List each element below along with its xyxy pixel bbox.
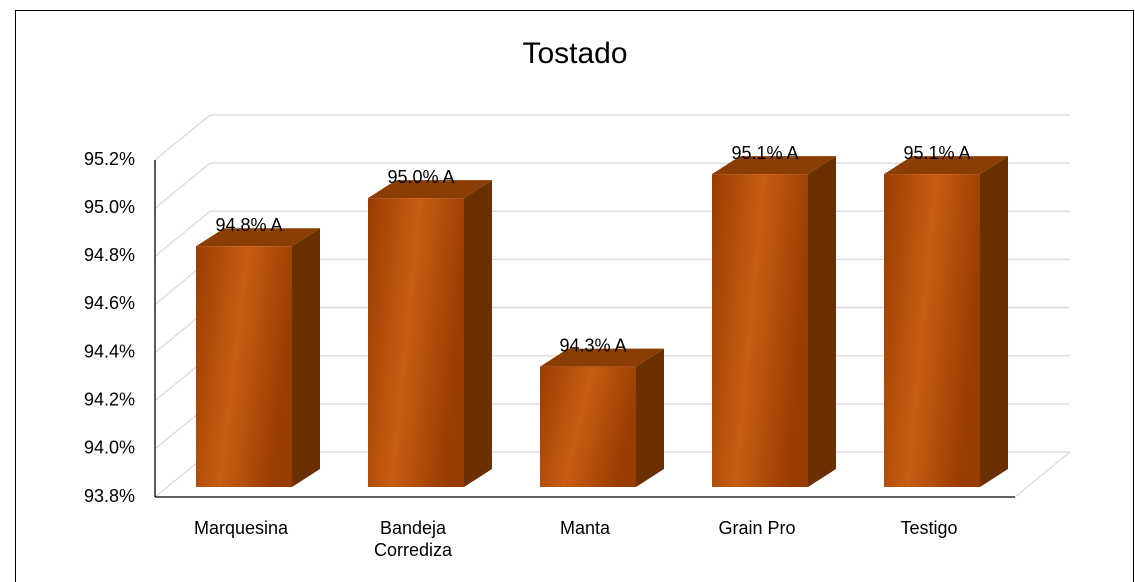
bar-side bbox=[464, 180, 492, 487]
bar bbox=[540, 348, 664, 487]
grid-line bbox=[154, 114, 1070, 161]
x-tick-label: Testigo bbox=[900, 518, 958, 538]
value-label: 95.1% A bbox=[903, 143, 970, 163]
bar-top bbox=[196, 228, 320, 247]
bar-front bbox=[712, 174, 808, 488]
bar-top bbox=[540, 348, 664, 367]
bar-side bbox=[980, 156, 1008, 488]
x-tick-label: Marquesina bbox=[193, 518, 289, 538]
bar-side bbox=[292, 228, 320, 488]
bar bbox=[196, 228, 320, 488]
bar-front bbox=[884, 174, 980, 488]
bar-side bbox=[636, 348, 664, 487]
bar bbox=[368, 180, 492, 487]
y-tick-label: 94.6% bbox=[84, 293, 135, 313]
bar-top bbox=[884, 156, 1008, 175]
floor-edge bbox=[1014, 451, 1071, 498]
y-tick-label: 94.8% bbox=[84, 245, 135, 265]
bar bbox=[712, 156, 836, 488]
bar-front bbox=[368, 198, 464, 487]
y-tick-label: 95.0% bbox=[84, 197, 135, 217]
x-tick-label: Manta bbox=[559, 518, 611, 538]
bar bbox=[884, 156, 1008, 488]
x-tick-label: Grain Pro bbox=[718, 518, 796, 538]
y-tick-label: 94.0% bbox=[84, 438, 135, 458]
y-tick-label: 94.2% bbox=[84, 389, 135, 409]
y-tick-label: 94.4% bbox=[84, 341, 135, 361]
value-label: 95.1% A bbox=[731, 143, 798, 163]
y-tick-label: 93.8% bbox=[84, 486, 135, 506]
bar-front bbox=[196, 246, 292, 487]
bar-top bbox=[368, 180, 492, 199]
bar-side bbox=[808, 156, 836, 488]
bar-front bbox=[540, 366, 636, 487]
y-tick-label: 95.2% bbox=[84, 149, 135, 169]
value-label: 94.8% A bbox=[215, 215, 282, 235]
frame bbox=[15, 10, 1134, 582]
value-label: 95.0% A bbox=[387, 167, 454, 187]
bar-top bbox=[712, 156, 836, 175]
value-label: 94.3% A bbox=[559, 335, 626, 355]
x-tick-label: Bandeja Corrediza bbox=[373, 518, 453, 560]
chart-title: Tostado bbox=[522, 37, 627, 70]
